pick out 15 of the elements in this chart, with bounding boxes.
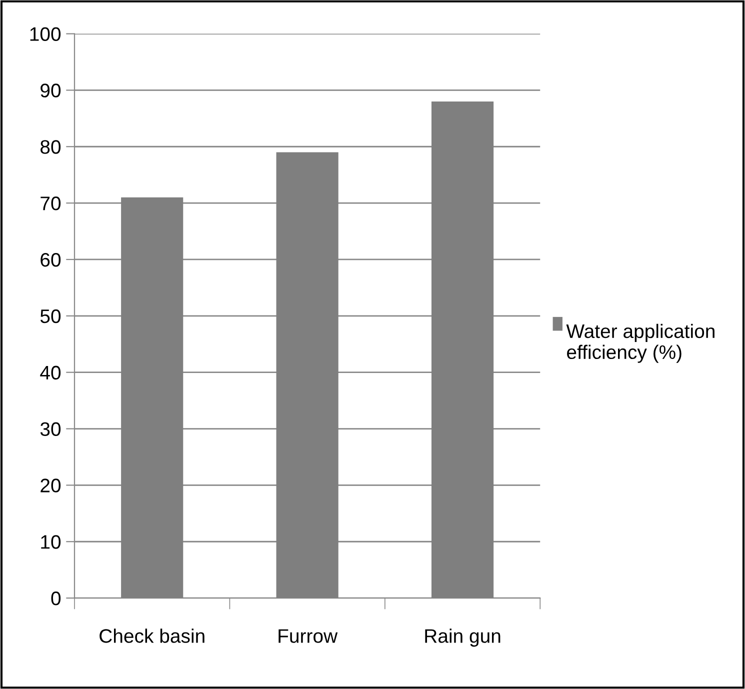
y-tick-label: 50 bbox=[40, 309, 61, 324]
y-tick-label: 20 bbox=[40, 478, 61, 492]
y-tick-label: 80 bbox=[40, 140, 61, 154]
y-tick-label: 10 bbox=[41, 535, 61, 549]
y-tick-label: 0 bbox=[51, 592, 61, 606]
y-tick-label: 40 bbox=[40, 366, 61, 380]
y-tick-label: 90 bbox=[40, 84, 61, 98]
y-tick-label: 70 bbox=[40, 196, 61, 210]
legend-label: Water application efficiency (%) bbox=[566, 324, 714, 363]
y-tick-label: 100 bbox=[30, 27, 61, 41]
y-tick-label: 60 bbox=[40, 252, 61, 267]
x-tick-label: Rain gun bbox=[425, 628, 500, 647]
y-tick-label: 30 bbox=[40, 422, 61, 436]
x-tick-label: Furrow bbox=[278, 629, 338, 643]
x-tick-label: Check basin bbox=[100, 628, 204, 643]
